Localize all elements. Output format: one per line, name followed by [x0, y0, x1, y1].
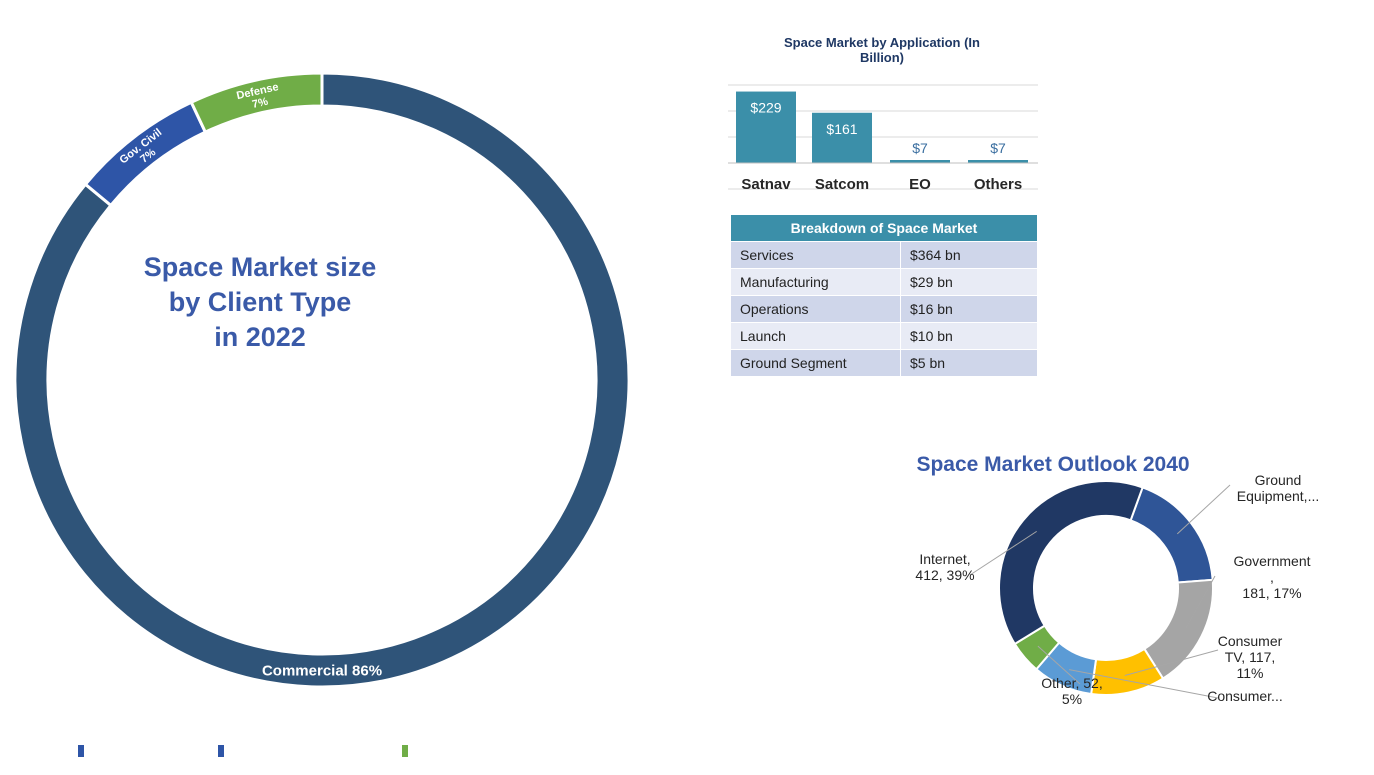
bar-data-label: $161 [826, 121, 857, 137]
slice-ground-equipment [1129, 486, 1214, 584]
breakdown-table-header: Breakdown of Space Market [730, 214, 1038, 242]
bar-data-label: $7 [990, 140, 1006, 156]
slice-internet [998, 480, 1144, 646]
table-row: Launch $10 bn [730, 322, 1038, 350]
table-cell-label: Ground Segment [730, 349, 901, 377]
table-row: Manufacturing $29 bn [730, 268, 1038, 296]
table-cell-label: Launch [730, 322, 901, 350]
bar-others [968, 160, 1028, 163]
table-cell-label: Manufacturing [730, 268, 901, 296]
table-cell-label: Services [730, 241, 901, 269]
slice-label-commercial: Commercial 86% [262, 663, 382, 680]
bar-chart-title-line: Billion) [860, 50, 904, 65]
outlook-leader-line [1037, 645, 1081, 685]
outlook-slice-label: Internet, [919, 551, 970, 567]
table-cell-value: $16 bn [900, 295, 1038, 323]
outlook-leader-line [1124, 649, 1219, 676]
outlook-slice-label: 412, 39% [915, 567, 974, 583]
outlook-slice-label: TV, 117, [1225, 649, 1276, 665]
slice-commercial [13, 71, 631, 689]
outlook-slice-label: , [1270, 569, 1274, 585]
outlook-slice-label: 11% [1237, 665, 1264, 681]
accent-mark-blue [218, 745, 224, 757]
client-type-title-line-3: in 2022 [214, 322, 306, 352]
client-type-chart-title: Space Market size by Client Type in 2022 [110, 250, 410, 355]
slice-defense [189, 71, 324, 135]
bar-category-label: EO [909, 176, 931, 193]
outlook-slice-label: Equipment,... [1237, 488, 1320, 504]
bar-category-label: Satcom [815, 176, 869, 193]
bar-satcom [812, 112, 872, 163]
outlook-leader-line [1185, 575, 1216, 629]
accent-mark-green [402, 745, 408, 757]
bar-category-label: Others [974, 176, 1022, 193]
outlook-leader-line [969, 530, 1037, 576]
outlook-2040-donut-chart: Space Market Outlook 2040 GroundEquipment… [915, 453, 1320, 707]
accent-mark-blue [78, 745, 84, 757]
client-type-title-line-1: Space Market size [143, 252, 377, 282]
table-cell-value: $29 bn [900, 268, 1038, 296]
outlook-slice-label: Government [1233, 553, 1310, 569]
client-type-title-line-2: by Client Type [168, 287, 352, 317]
outlook-leader-line [1176, 484, 1231, 535]
outlook-slice-label: Consumer... [1207, 688, 1282, 704]
bar-data-label: $7 [912, 140, 928, 156]
bar-satnav [736, 91, 796, 163]
bar-category-label: Satnav [741, 176, 791, 193]
bar-eo [890, 160, 950, 163]
outlook-slice-label: Consumer [1218, 633, 1283, 649]
outlook-leader-line [1069, 669, 1219, 699]
outlook-slice-label: 181, 17% [1242, 585, 1301, 601]
slice-percent-label: 7% [251, 96, 269, 111]
table-row: Operations $16 bn [730, 295, 1038, 323]
outlook-slice-label: Other, 52, [1041, 675, 1102, 691]
table-cell-label: Operations [730, 295, 901, 323]
outlook-slice-label: 5% [1062, 691, 1082, 707]
table-cell-value: $364 bn [900, 241, 1038, 269]
table-row: Services $364 bn [730, 241, 1038, 269]
outlook-slice-label: Ground [1255, 472, 1302, 488]
bar-data-label: $229 [750, 100, 781, 116]
table-cell-value: $10 bn [900, 322, 1038, 350]
table-row: Ground Segment $5 bn [730, 349, 1038, 377]
bar-chart-title-line: Space Market by Application (In [784, 35, 980, 50]
breakdown-table-header-row: Breakdown of Space Market [730, 214, 1038, 242]
outlook-chart-title: Space Market Outlook 2040 [916, 453, 1189, 476]
table-cell-value: $5 bn [900, 349, 1038, 377]
breakdown-table: Breakdown of Space Market Services $364 … [730, 214, 1038, 377]
